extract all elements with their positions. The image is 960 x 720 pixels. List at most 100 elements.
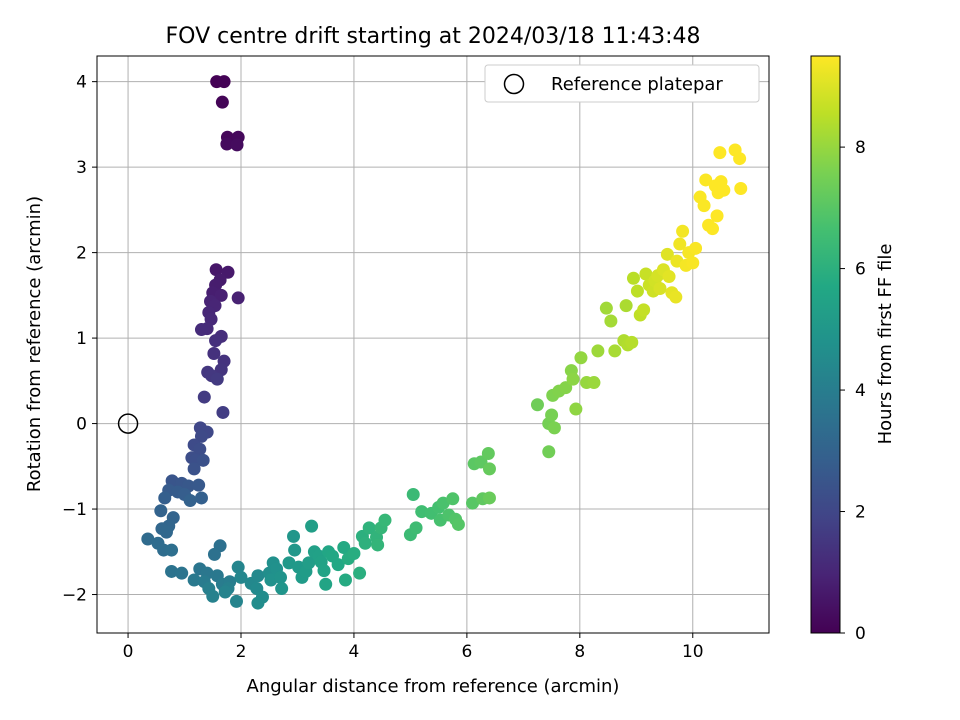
data-point	[699, 173, 713, 187]
data-point	[216, 405, 230, 419]
data-point	[207, 547, 221, 561]
data-point	[689, 241, 703, 255]
x-tick-label: 10	[682, 642, 704, 662]
data-point	[676, 224, 690, 238]
data-point	[409, 521, 423, 535]
data-point	[482, 462, 496, 476]
data-point	[637, 303, 651, 317]
colorbar-tick-label: 8	[855, 138, 866, 158]
legend-box	[484, 64, 760, 103]
data-point	[319, 577, 333, 591]
grid	[97, 56, 769, 633]
data-point	[566, 372, 580, 386]
colorbar-tick-label: 6	[855, 260, 866, 280]
data-point	[574, 351, 588, 365]
y-tick-label: 3	[76, 158, 87, 178]
data-point	[717, 183, 731, 197]
data-point	[545, 408, 559, 422]
data-point	[165, 564, 179, 578]
data-point	[733, 152, 747, 166]
x-tick-label: 8	[574, 642, 585, 662]
reference-marker-group	[117, 413, 139, 434]
data-point	[660, 247, 674, 261]
data-point	[587, 376, 601, 390]
data-point	[197, 390, 211, 404]
colorbar-ticks: 0 2 4 6 8	[840, 138, 866, 644]
data-point	[734, 181, 748, 195]
data-point	[358, 536, 372, 550]
data-point	[183, 494, 197, 508]
data-point	[194, 429, 208, 443]
data-point	[662, 270, 676, 284]
data-point	[608, 344, 622, 358]
data-point	[302, 556, 316, 570]
data-point	[337, 541, 351, 555]
data-point	[231, 291, 245, 305]
data-point	[406, 488, 420, 502]
data-point	[371, 538, 385, 552]
data-point	[710, 209, 724, 223]
plot-frame	[96, 55, 770, 634]
x-ticks: 0 2 4 6 8 10	[123, 633, 704, 662]
data-point	[619, 299, 633, 313]
data-point	[686, 256, 700, 270]
data-point	[141, 532, 155, 546]
data-point	[234, 570, 248, 584]
y-axis-label: Rotation from reference (arcmin)	[24, 196, 45, 492]
data-point	[158, 491, 172, 505]
data-point	[547, 421, 561, 435]
data-point	[193, 442, 207, 456]
data-point	[207, 346, 221, 360]
data-point	[275, 582, 289, 596]
colorbar-tick-label: 2	[855, 503, 866, 523]
data-point	[165, 543, 179, 557]
data-point	[274, 570, 288, 584]
x-tick-label: 0	[123, 642, 134, 662]
reference-marker	[117, 413, 139, 434]
data-point	[210, 372, 224, 386]
data-point	[175, 566, 189, 580]
data-point	[154, 504, 168, 518]
data-point	[625, 335, 639, 349]
data-point	[415, 505, 429, 519]
data-point	[338, 573, 352, 587]
data-point	[639, 267, 653, 281]
data-point	[220, 137, 234, 151]
y-tick-label: 2	[76, 244, 87, 264]
data-point	[331, 558, 345, 572]
data-point	[196, 453, 210, 467]
y-tick-label: −1	[62, 500, 87, 520]
y-ticks: −2 −1 0 1 2 3 4	[62, 73, 97, 606]
data-point	[653, 282, 667, 296]
y-tick-label: 1	[76, 329, 87, 349]
colorbar-tick-label: 4	[855, 381, 866, 401]
data-point	[218, 585, 232, 599]
data-point	[451, 517, 465, 531]
y-tick-label: 0	[76, 415, 87, 435]
data-point	[187, 462, 201, 476]
data-point	[713, 146, 727, 160]
data-point	[697, 199, 711, 213]
data-point	[673, 237, 687, 251]
data-point	[347, 547, 361, 561]
data-point	[230, 138, 244, 152]
data-point	[192, 478, 206, 492]
data-point	[229, 594, 243, 608]
legend: Reference platepar	[484, 64, 760, 103]
data-point	[569, 402, 583, 416]
data-point	[288, 543, 302, 557]
data-point	[530, 398, 544, 412]
data-point	[215, 95, 229, 109]
y-tick-label: 4	[76, 73, 87, 93]
data-point	[362, 521, 376, 535]
data-point	[466, 496, 480, 510]
scatter-points	[141, 75, 748, 610]
data-point	[706, 222, 720, 236]
x-axis-label: Angular distance from reference (arcmin)	[247, 676, 620, 697]
data-point	[159, 525, 173, 539]
colorbar	[810, 55, 841, 634]
data-point	[669, 290, 683, 304]
data-point	[187, 573, 201, 587]
data-point	[591, 344, 605, 358]
